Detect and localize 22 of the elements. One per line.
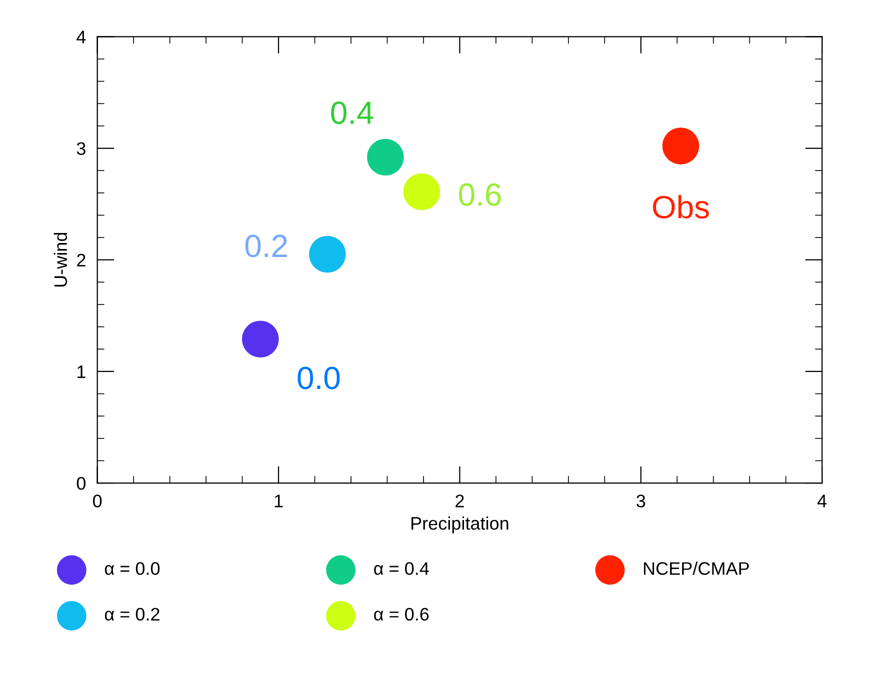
x-axis-title: Precipitation bbox=[412, 516, 508, 534]
x-tick-label: 1 bbox=[274, 494, 283, 508]
x-tick-label: 3 bbox=[636, 494, 646, 508]
annotation: 0.4 bbox=[331, 101, 374, 124]
y-tick-label: 1 bbox=[78, 366, 86, 378]
y-tick-label: 0 bbox=[76, 476, 86, 490]
legend-label: NCEP/CMAP bbox=[644, 562, 749, 575]
y-axis-title: U-wind bbox=[54, 232, 68, 287]
x-tick-label: 0 bbox=[93, 494, 102, 508]
legend-label: α = 0.4 bbox=[374, 562, 429, 575]
legend-label: α = 0.6 bbox=[374, 608, 429, 621]
annotation: 0.0 bbox=[298, 366, 340, 390]
y-tick-label: 4 bbox=[76, 30, 86, 44]
y-tick-label: 3 bbox=[76, 142, 86, 155]
legend-label: α = 0.0 bbox=[104, 562, 160, 575]
annotation: Obs bbox=[652, 195, 709, 218]
annotation: 0.2 bbox=[245, 234, 287, 258]
x-tick-label: 4 bbox=[817, 494, 827, 508]
y-tick-label: 2 bbox=[77, 254, 86, 266]
annotation: 0.6 bbox=[459, 183, 501, 206]
x-tick-label: 2 bbox=[456, 494, 464, 508]
legend-label: α = 0.2 bbox=[104, 608, 160, 621]
